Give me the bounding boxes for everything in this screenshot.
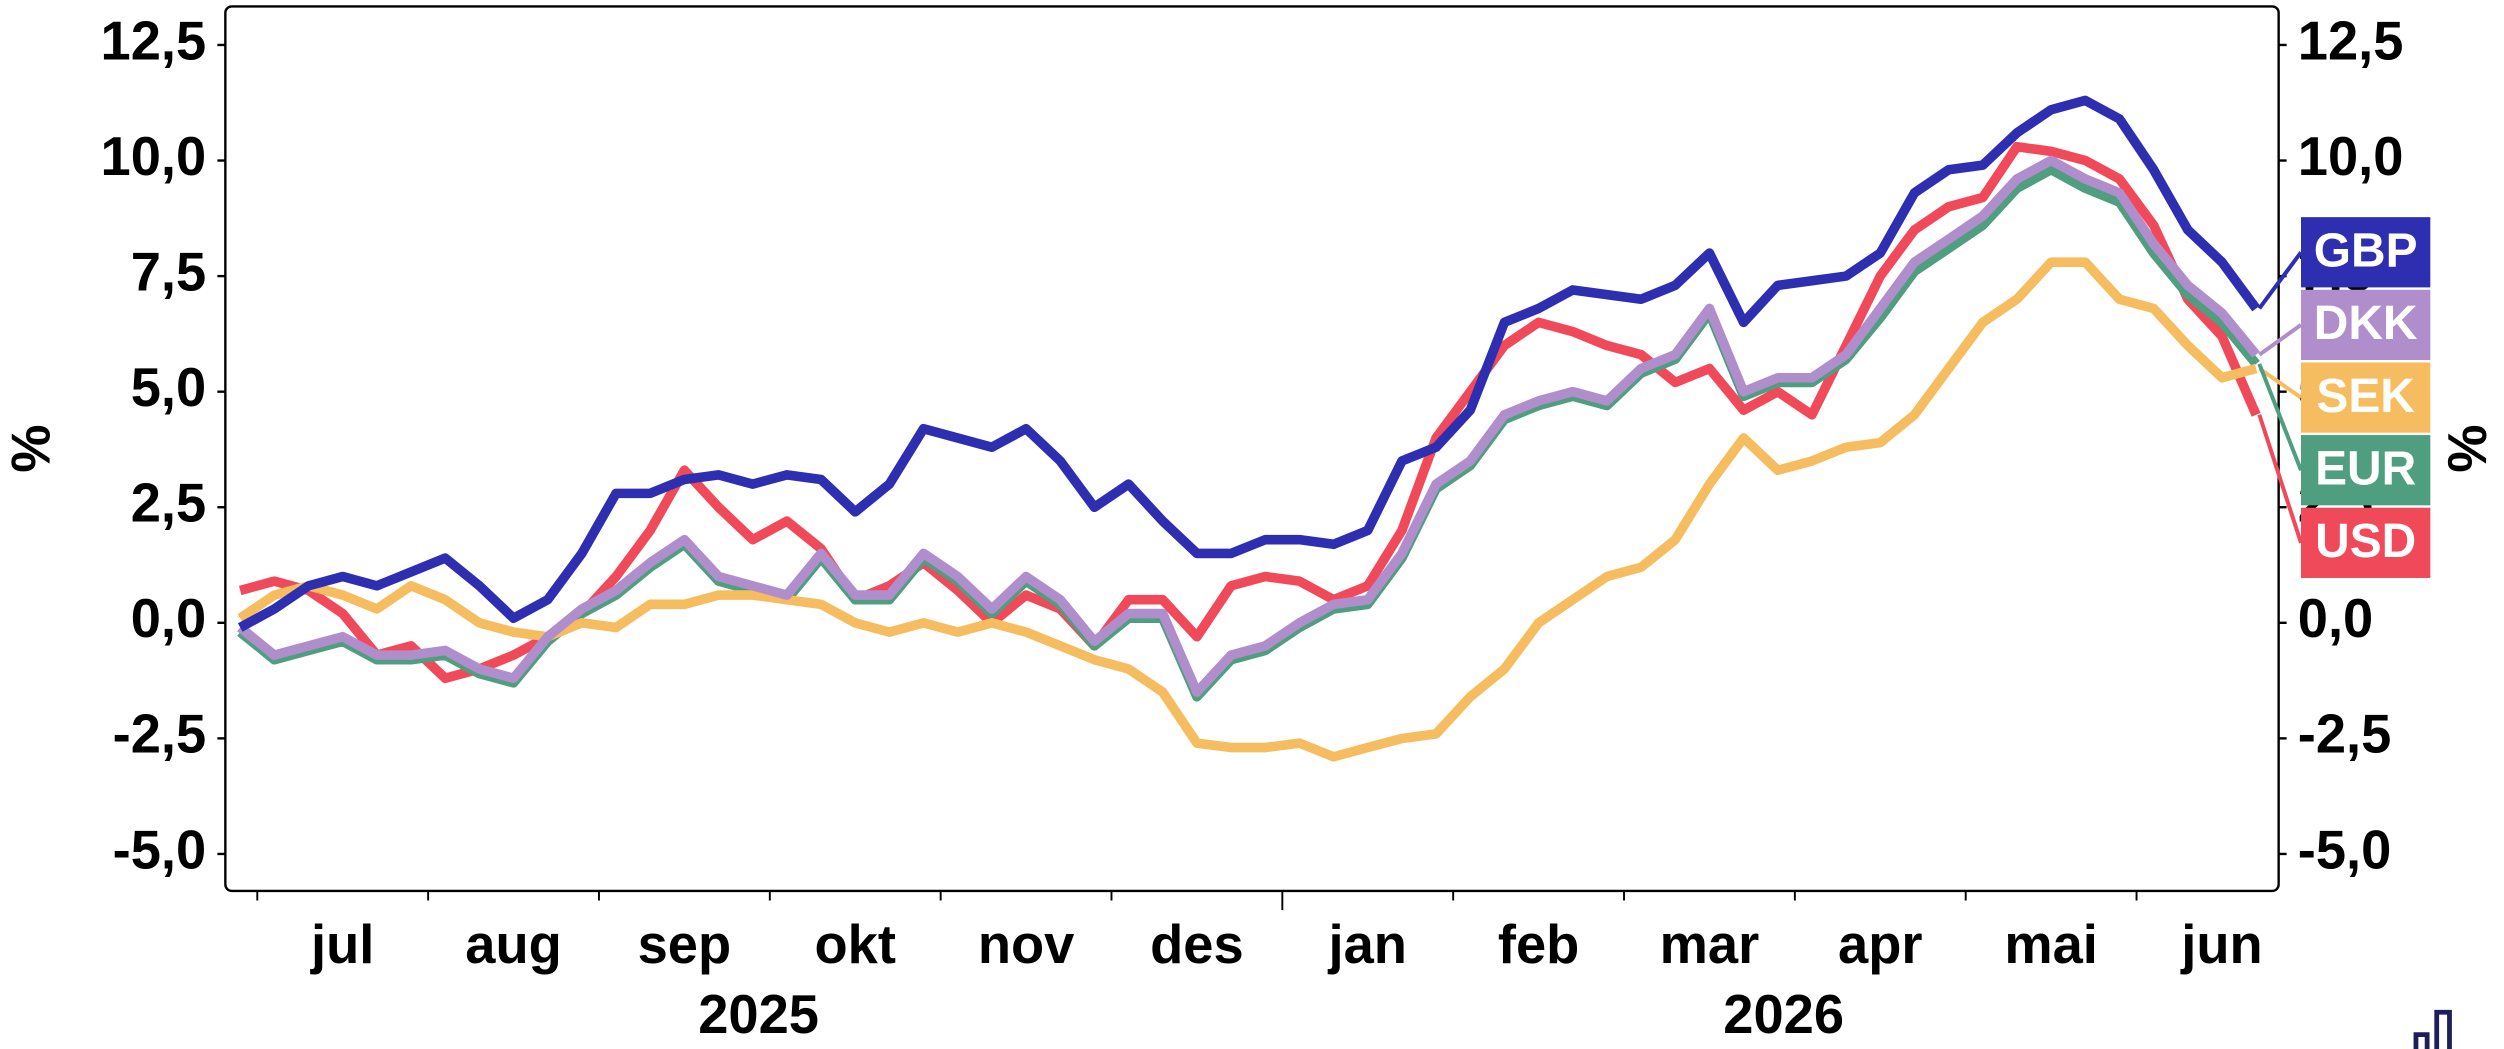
legend-label: SEK <box>2316 370 2415 423</box>
legend-leader <box>2257 363 2303 471</box>
y2-tick-label: 0,0 <box>2298 588 2373 649</box>
x-tick-label: mai <box>2004 914 2098 975</box>
x-tick-label: jan <box>1328 914 1407 975</box>
series-line <box>237 95 2260 632</box>
legend-leader <box>2258 366 2303 400</box>
x-tick-label: jul <box>310 914 374 975</box>
legend-leader <box>2257 251 2303 310</box>
y-tick-label: -5,0 <box>113 819 207 880</box>
series-line <box>237 257 2258 762</box>
y-axis-label: % <box>1 425 62 473</box>
y2-tick-label: 12,5 <box>2298 10 2404 71</box>
y-tick-label: 0,0 <box>131 588 206 649</box>
x-tick-label: mar <box>1660 914 1760 975</box>
series-line <box>237 164 2260 702</box>
y-tick-label: 5,0 <box>131 357 206 418</box>
legend-swatch <box>2301 507 2431 578</box>
logo <box>2413 1009 2452 1049</box>
legend-leader <box>2257 414 2303 544</box>
x-tick-label: jun <box>2180 914 2262 975</box>
x-tick-label: okt <box>815 914 896 975</box>
y-tick-label: 10,0 <box>101 126 207 187</box>
year-label: 2025 <box>698 984 819 1045</box>
x-tick-label: des <box>1150 914 1244 975</box>
legend-label: DKK <box>2314 297 2418 350</box>
y-tick-label: 7,5 <box>131 241 206 302</box>
y-tick-label: -2,5 <box>113 704 207 765</box>
legend-swatch <box>2301 289 2431 361</box>
legend-label: EUR <box>2315 442 2416 495</box>
legend-swatch <box>2301 435 2431 506</box>
x-tick-label: aug <box>465 914 561 975</box>
y2-tick-label: 10,0 <box>2298 126 2404 187</box>
legend-label: GBP <box>2314 225 2418 278</box>
y2-tick-label: -2,5 <box>2298 704 2392 765</box>
x-tick-label: nov <box>978 914 1074 975</box>
y-tick-label: 12,5 <box>101 10 207 71</box>
x-tick-label: sep <box>638 914 732 975</box>
legend-leader <box>2258 323 2303 357</box>
y-tick-label: 2,5 <box>131 473 206 534</box>
y2-axis-label: % <box>2437 425 2498 473</box>
legend-swatch <box>2301 217 2431 288</box>
x-tick-label: feb <box>1498 914 1579 975</box>
y2-tick-label: -5,0 <box>2298 819 2392 880</box>
legend-label: USD <box>2315 515 2416 568</box>
series-line <box>237 155 2260 697</box>
legend-swatch <box>2301 362 2431 433</box>
year-label: 2026 <box>1723 984 1844 1045</box>
x-tick-label: apr <box>1838 914 1922 975</box>
plot-frame <box>224 5 2280 893</box>
